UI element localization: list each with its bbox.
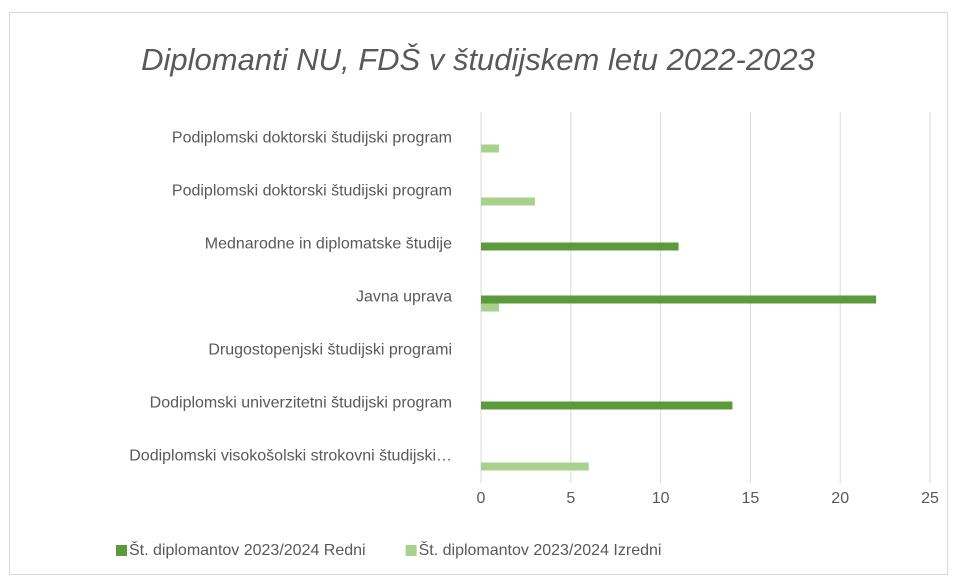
y-tick-label: Podiplomski doktorski študijski program	[172, 130, 452, 147]
legend-swatch	[116, 545, 127, 556]
legend-label: Št. diplomantov 2023/2024 Izredni	[419, 540, 662, 559]
bar	[481, 462, 589, 471]
x-tick-label: 5	[566, 490, 575, 507]
y-tick-label: Drugostopenjski študijski programi	[208, 342, 452, 359]
bar	[481, 197, 535, 206]
y-tick-label: Dodiplomski univerzitetni študijski prog…	[150, 395, 452, 412]
y-tick-label: Podiplomski doktorski študijski program	[172, 183, 452, 200]
chart-title: Diplomanti NU, FDŠ v študijskem letu 202…	[141, 42, 815, 77]
x-tick-label: 0	[477, 490, 486, 507]
x-tick-label: 10	[652, 490, 670, 507]
y-tick-label: Javna uprava	[356, 289, 452, 306]
x-tick-label: 20	[831, 490, 849, 507]
legend-label: Št. diplomantov 2023/2024 Redni	[129, 540, 366, 559]
bar	[481, 303, 499, 312]
legend-swatch	[405, 545, 417, 556]
y-tick-label: Mednarodne in diplomatske študije	[205, 236, 452, 253]
bar	[481, 144, 499, 153]
bar	[481, 401, 733, 410]
y-tick-label: Dodiplomski visokošolski strokovni študi…	[129, 448, 452, 465]
x-tick-label: 25	[921, 490, 939, 507]
x-tick-label: 15	[742, 490, 760, 507]
bar	[481, 242, 679, 251]
chart-border	[9, 12, 948, 575]
bar	[481, 295, 877, 304]
